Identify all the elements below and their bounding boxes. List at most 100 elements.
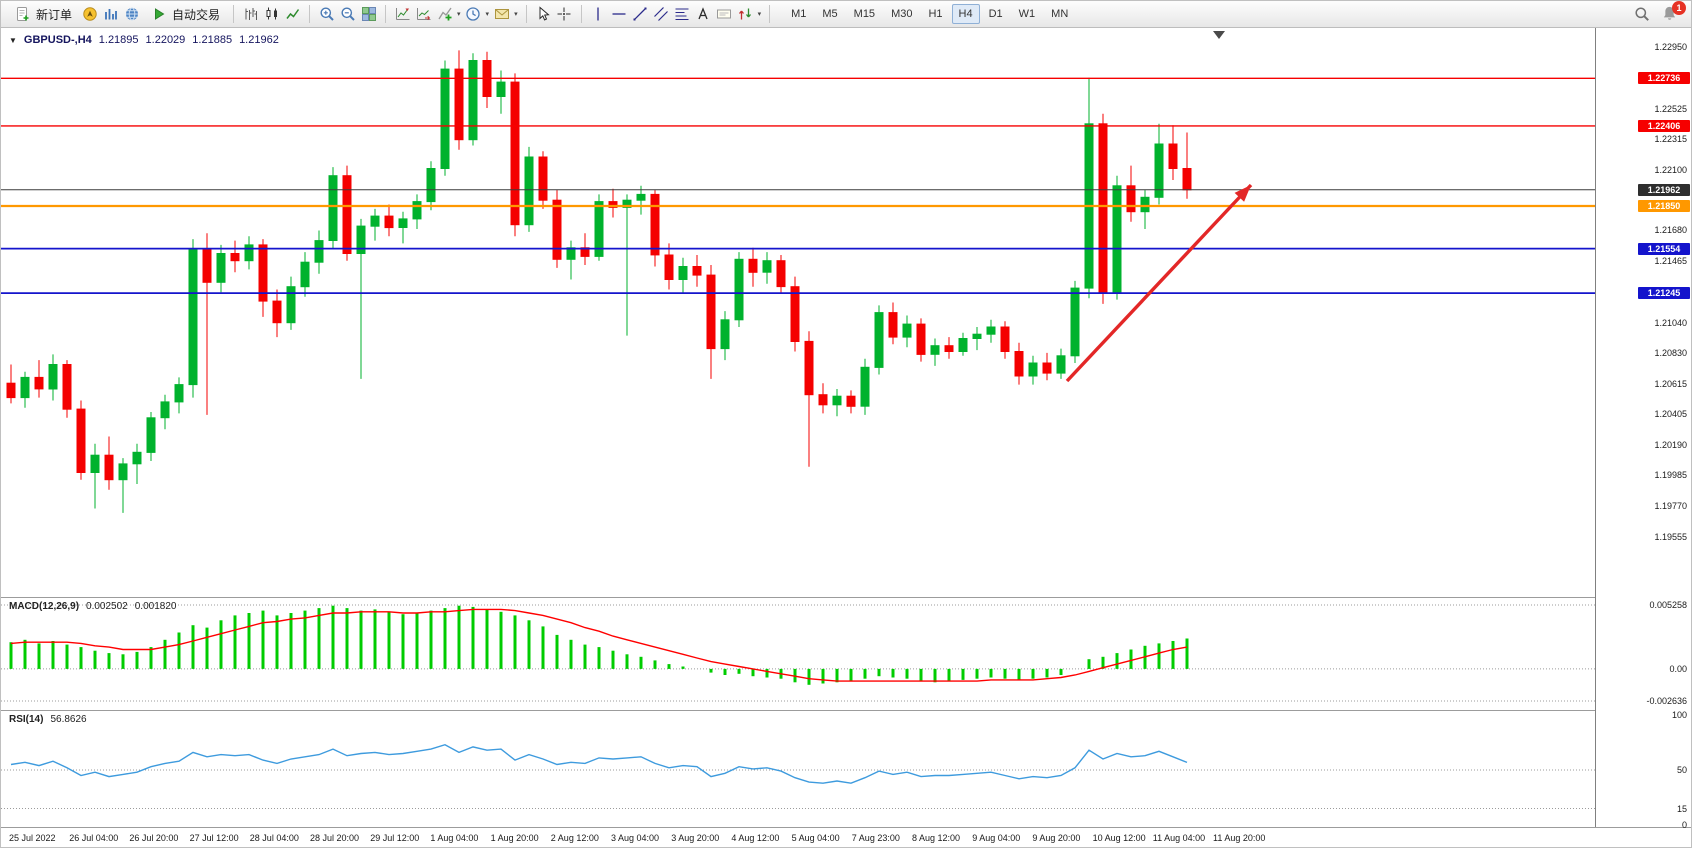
candle-body xyxy=(146,417,156,453)
label-icon[interactable] xyxy=(715,5,734,24)
dropdown-caret[interactable]: ▾ xyxy=(514,11,518,18)
chart-shift-icon[interactable] xyxy=(393,5,412,24)
search-icon[interactable] xyxy=(1632,5,1651,24)
notification-count-badge: 1 xyxy=(1672,1,1686,15)
candle-body xyxy=(244,244,254,262)
price-axis[interactable]: 1.22950 1.22525 1.22315 1.22100 1.21680 1.214… xyxy=(1595,28,1691,830)
candle-body xyxy=(1112,185,1122,293)
candle-body xyxy=(412,201,422,220)
vertical-line-icon[interactable] xyxy=(589,5,608,24)
candle-body xyxy=(1070,287,1080,357)
toolbar: 新订单 自动交易 ▾ ▾ ▾ ▾ M1 M5 M xyxy=(1,1,1691,28)
candle-body xyxy=(1028,362,1038,377)
horizontal-line-icon[interactable] xyxy=(610,5,629,24)
candle-body xyxy=(356,225,366,255)
channel-icon[interactable] xyxy=(652,5,671,24)
periods-icon[interactable] xyxy=(464,5,483,24)
price-line-badge: 1.22736 xyxy=(1638,72,1690,85)
dropdown-caret[interactable]: ▾ xyxy=(485,11,490,18)
alerts-icon[interactable] xyxy=(492,5,511,24)
high-value: 1.22029 xyxy=(145,34,186,46)
tf-button-H1[interactable]: H1 xyxy=(921,4,949,24)
tf-button-M15[interactable]: M15 xyxy=(847,4,882,24)
chart-area: ▼ GBPUSD-,H4 1.21895 1.22029 1.21885 1.2… xyxy=(1,28,1691,847)
autotrading-button[interactable]: 自动交易 xyxy=(143,2,226,27)
open-value: 1.21895 xyxy=(98,34,139,46)
bar-chart-icon[interactable] xyxy=(241,5,260,24)
tf-button-M1[interactable]: M1 xyxy=(784,4,813,24)
arrows-icon[interactable] xyxy=(736,5,755,24)
toolbar-separator xyxy=(233,5,235,23)
timeframe-group: M1 M5 M15 M30 H1 H4 D1 W1 MN xyxy=(783,4,1076,24)
trendline-icon[interactable] xyxy=(631,5,650,24)
indicators-icon[interactable] xyxy=(435,5,454,24)
notifications-icon[interactable]: 1 xyxy=(1661,1,1686,23)
cursor-icon[interactable] xyxy=(534,5,553,24)
tf-button-MN[interactable]: MN xyxy=(1044,4,1075,24)
data-window-icon[interactable] xyxy=(122,5,141,24)
price-axis-label: 1.20405 xyxy=(1654,409,1687,420)
price-axis-label: 1.19555 xyxy=(1654,531,1687,542)
text-icon[interactable] xyxy=(694,5,713,24)
new-order-button[interactable]: 新订单 xyxy=(7,2,78,27)
tf-button-M5[interactable]: M5 xyxy=(815,4,844,24)
time-axis-label: 1 Aug 20:00 xyxy=(490,833,539,843)
new-order-label: 新订单 xyxy=(36,7,73,22)
price-axis-label: 1.22315 xyxy=(1654,133,1687,144)
pane-splitter[interactable] xyxy=(1,827,1691,828)
time-axis-label: 4 Aug 12:00 xyxy=(731,833,780,843)
time-axis-label: 7 Aug 23:00 xyxy=(851,833,900,843)
market-watch-icon[interactable] xyxy=(101,5,120,24)
dropdown-caret[interactable]: ▾ xyxy=(757,11,762,18)
dropdown-caret[interactable]: ▾ xyxy=(457,11,461,18)
candle-body xyxy=(1014,351,1024,377)
zoom-out-icon[interactable] xyxy=(338,5,357,24)
time-axis[interactable]: 25 Jul 2022 26 Jul 04:00 26 Jul 20:00 27 Ju… xyxy=(1,828,1691,847)
candle-body xyxy=(874,312,884,368)
toolbar-separator xyxy=(385,5,387,23)
time-axis-label: 11 Aug 04:00 xyxy=(1152,833,1206,843)
candle-body xyxy=(1042,362,1052,374)
tf-button-W1[interactable]: W1 xyxy=(1012,4,1043,24)
rsi-pane[interactable] xyxy=(1,711,1595,827)
main-chart-pane[interactable] xyxy=(1,29,1595,597)
pane-splitter[interactable] xyxy=(1,597,1691,598)
tf-button-H4[interactable]: H4 xyxy=(951,4,980,24)
candle-body xyxy=(902,323,912,338)
rsi-axis-label: 15 xyxy=(1676,803,1687,814)
macd-pane[interactable] xyxy=(1,598,1595,710)
price-axis-label: 1.20615 xyxy=(1654,378,1687,389)
candle-body xyxy=(804,340,814,396)
price-axis-label: 1.22525 xyxy=(1654,103,1687,114)
macd-main-value: 0.002502 xyxy=(86,601,128,612)
candle-body xyxy=(664,254,674,280)
collapse-chart-icon[interactable]: ▼ xyxy=(9,35,17,45)
tf-button-M30[interactable]: M30 xyxy=(884,4,919,24)
price-axis-label: 1.20190 xyxy=(1654,440,1687,451)
candle-body xyxy=(762,260,772,273)
candle-body xyxy=(1140,196,1150,213)
pane-splitter[interactable] xyxy=(1,710,1691,711)
line-chart-icon[interactable] xyxy=(283,5,302,24)
guide-icon[interactable] xyxy=(80,5,99,24)
candle-body xyxy=(202,248,212,283)
candlestick-chart-icon[interactable] xyxy=(262,5,281,24)
tile-windows-icon[interactable] xyxy=(359,5,378,24)
fibonacci-icon[interactable] xyxy=(673,5,692,24)
candle-body xyxy=(216,253,226,283)
candle-body xyxy=(972,333,982,340)
candle-body xyxy=(1000,326,1010,352)
crosshair-icon[interactable] xyxy=(555,5,574,24)
candle-body xyxy=(1168,143,1178,169)
price-line-badge: 1.21554 xyxy=(1638,242,1690,255)
candle-body xyxy=(1098,123,1108,293)
time-axis-label: 28 Jul 04:00 xyxy=(249,833,299,843)
zoom-in-icon[interactable] xyxy=(317,5,336,24)
tf-button-D1[interactable]: D1 xyxy=(982,4,1010,24)
time-axis-label: 27 Jul 12:00 xyxy=(189,833,239,843)
candle-body xyxy=(174,384,184,403)
auto-scroll-icon[interactable] xyxy=(414,5,433,24)
price-line-badge: 1.21245 xyxy=(1638,287,1690,300)
close-value: 1.21962 xyxy=(239,34,279,46)
